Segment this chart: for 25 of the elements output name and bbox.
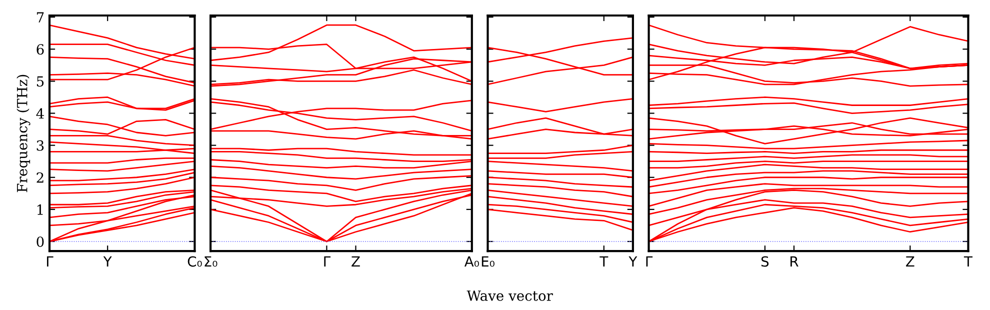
x-tick-label: E₀ bbox=[482, 256, 494, 267]
x-tick-label: Y bbox=[103, 256, 112, 267]
y-tick-label: 6 bbox=[36, 44, 44, 55]
x-tick-label: S bbox=[761, 256, 769, 267]
y-tick-label: 2 bbox=[36, 172, 44, 183]
x-tick-label: Z bbox=[906, 256, 914, 267]
x-tick-label: T bbox=[964, 256, 973, 267]
y-tick-label: 7 bbox=[36, 12, 44, 22]
y-tick-label: 5 bbox=[36, 76, 44, 87]
x-tick-label: Γ bbox=[324, 256, 330, 267]
y-tick-label: 1 bbox=[37, 204, 43, 215]
y-axis-title: Frequency (THz) bbox=[16, 74, 30, 192]
x-axis-title: Wave vector bbox=[466, 290, 553, 301]
x-tick-label: A₀ bbox=[464, 256, 479, 267]
y-tick-label: 0 bbox=[36, 236, 44, 247]
x-tick-label: T bbox=[600, 256, 608, 267]
y-tick-label: 3 bbox=[36, 140, 44, 151]
x-tick-label: Σ₀ bbox=[204, 256, 218, 267]
x-tick-label: C₀ bbox=[188, 256, 202, 267]
x-tick-label: Y bbox=[628, 256, 638, 267]
x-tick-label: Γ bbox=[46, 256, 54, 267]
x-tick-label: Z bbox=[352, 256, 360, 267]
x-tick-label: R bbox=[790, 256, 798, 267]
y-tick-label: 4 bbox=[36, 108, 44, 119]
x-tick-label: Γ bbox=[646, 256, 653, 267]
